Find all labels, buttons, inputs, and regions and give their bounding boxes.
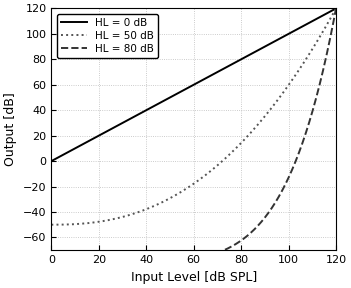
HL = 80 dB: [334, 7, 338, 10]
HL = 80 dB: [325, 49, 330, 52]
Line: HL = 0 dB: HL = 0 dB: [51, 8, 336, 161]
HL = 80 dB: [64, 261, 68, 265]
HL = 50 dB: [325, 22, 330, 25]
HL = 0 dB: [49, 159, 53, 163]
Y-axis label: Output [dB]: Output [dB]: [5, 92, 18, 166]
HL = 50 dB: [64, 223, 68, 226]
HL = 50 dB: [334, 7, 338, 10]
Line: HL = 80 dB: HL = 80 dB: [51, 8, 336, 263]
HL = 80 dB: [49, 261, 53, 265]
HL = 0 dB: [273, 39, 278, 43]
HL = 0 dB: [326, 11, 330, 15]
HL = 0 dB: [188, 85, 192, 89]
HL = 50 dB: [49, 223, 53, 226]
HL = 80 dB: [180, 259, 184, 262]
HL = 0 dB: [180, 89, 184, 93]
HL = 50 dB: [180, 190, 184, 193]
X-axis label: Input Level [dB SPL]: Input Level [dB SPL]: [131, 270, 257, 284]
HL = 80 dB: [273, 200, 278, 204]
Legend: HL = 0 dB, HL = 50 dB, HL = 80 dB: HL = 0 dB, HL = 50 dB, HL = 80 dB: [57, 14, 158, 58]
HL = 50 dB: [326, 22, 330, 25]
HL = 0 dB: [64, 151, 68, 155]
HL = 80 dB: [188, 258, 192, 261]
HL = 0 dB: [334, 7, 338, 10]
HL = 0 dB: [325, 11, 330, 15]
HL = 50 dB: [188, 185, 192, 188]
HL = 50 dB: [273, 101, 278, 105]
HL = 80 dB: [326, 48, 330, 51]
Line: HL = 50 dB: HL = 50 dB: [51, 8, 336, 225]
